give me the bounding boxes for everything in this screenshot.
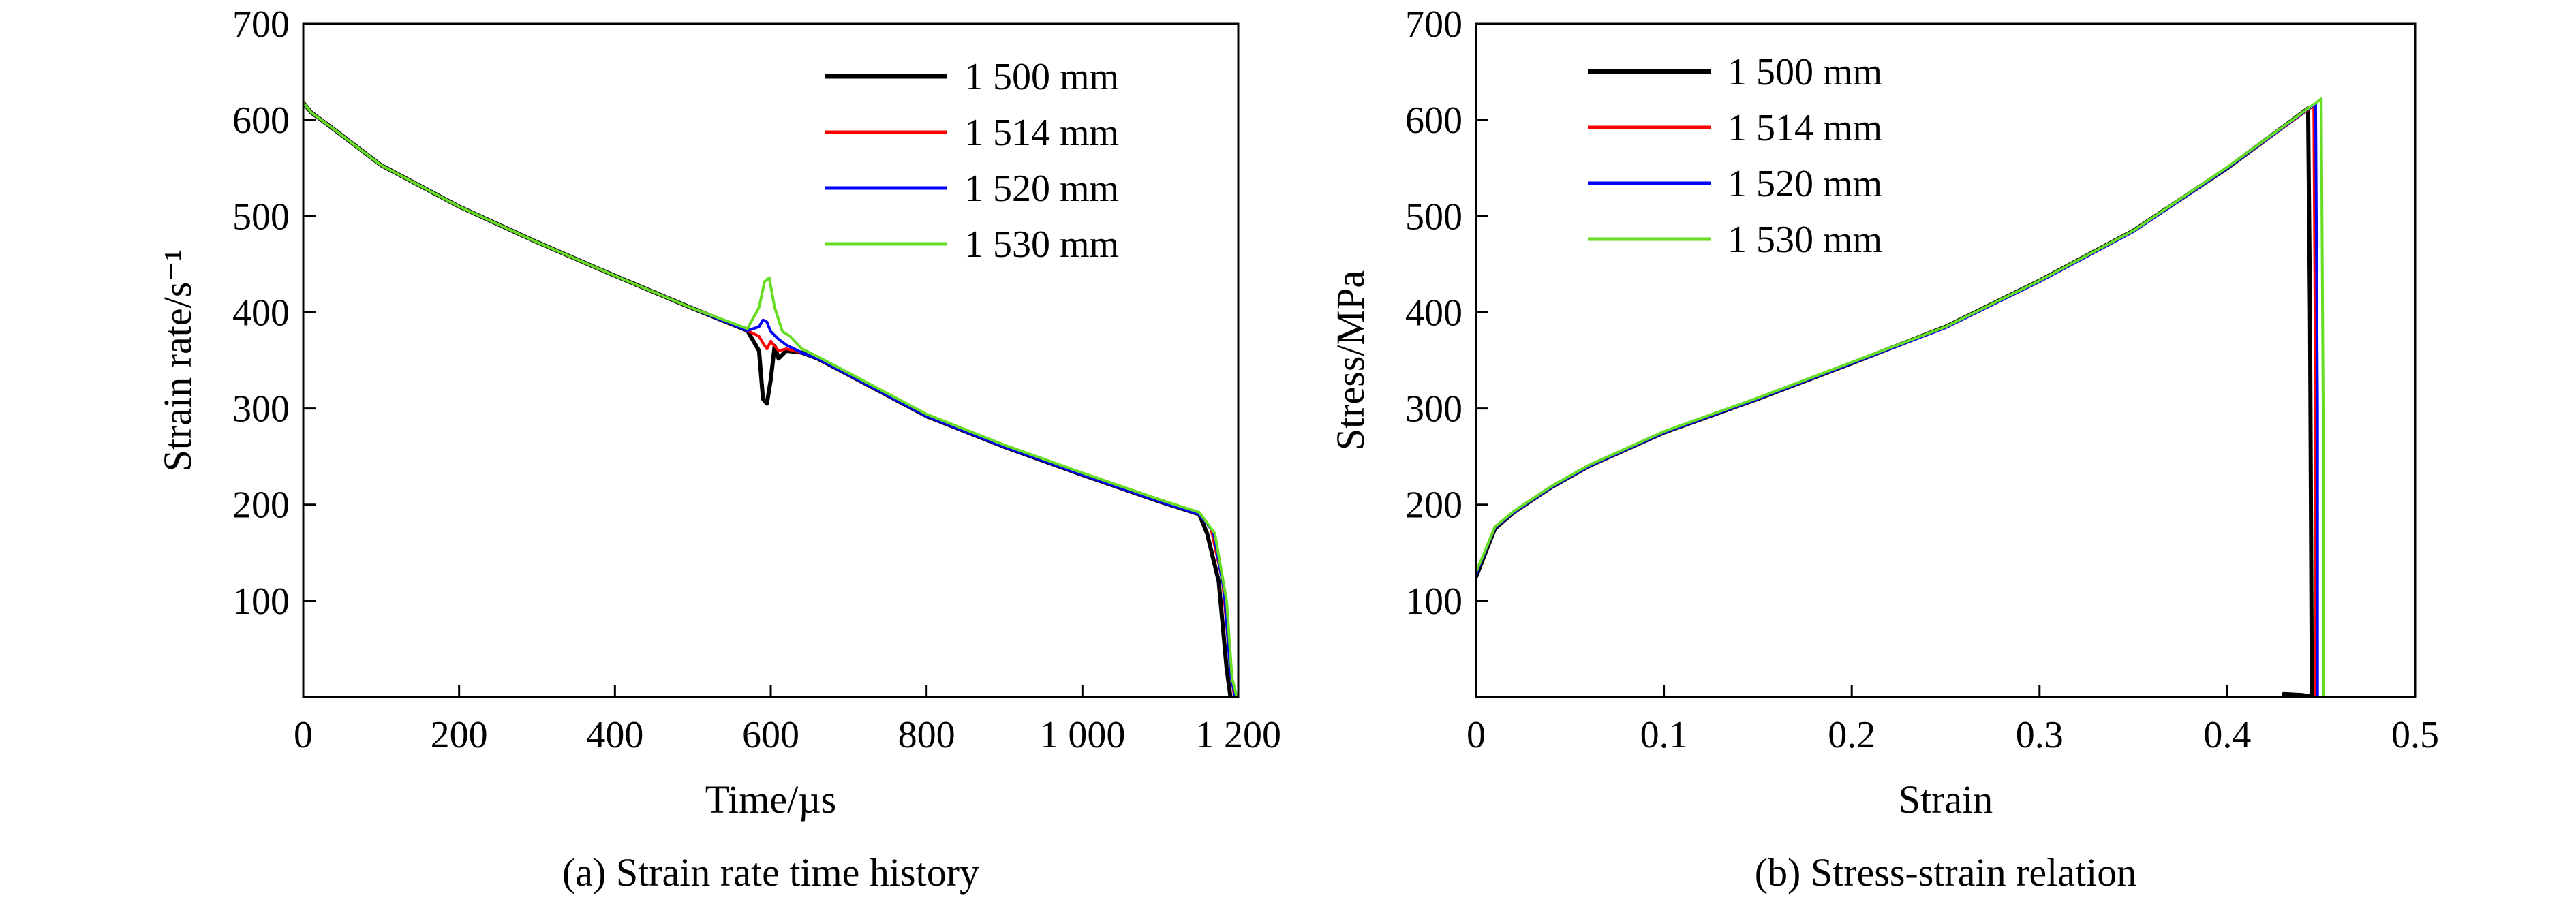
y-tick-label-a-1: 200 — [232, 484, 290, 527]
legend-label-a-0: 1 500 mm — [964, 56, 1119, 98]
x-tick-label-b-0: 0 — [1467, 714, 1486, 756]
y-tick-label-b-0: 100 — [1405, 580, 1462, 623]
series-line-a-3 — [303, 101, 1238, 697]
y-tick-label-b-3: 400 — [1405, 292, 1462, 334]
legend-a: 1 500 mm 1 514 mm 1 520 mm 1 530 mm — [825, 56, 1119, 266]
legend-label-a-3: 1 530 mm — [964, 223, 1119, 266]
y-tick-label-b-6: 700 — [1405, 3, 1462, 46]
y-tick-label-a-5: 600 — [232, 99, 290, 142]
y-tick-label-a-2: 300 — [232, 388, 290, 431]
x-tick-label-b-4: 0.4 — [2203, 714, 2251, 756]
y-tick-label-a-0: 100 — [232, 580, 290, 623]
legend-label-a-1: 1 514 mm — [964, 112, 1119, 154]
legend-label-b-0: 1 500 mm — [1728, 51, 1882, 93]
x-tick-label-b-2: 0.2 — [1828, 714, 1875, 756]
x-tick-label-a-0: 0 — [294, 714, 313, 756]
chart-caption-a: (a) Strain rate time history — [562, 850, 979, 895]
x-tick-label-a-6: 1 200 — [1195, 714, 1281, 756]
y-axis-label-b: Stress/MPa — [1328, 270, 1373, 450]
legend-b: 1 500 mm 1 514 mm 1 520 mm 1 530 mm — [1588, 51, 1882, 261]
chart-caption-b: (b) Stress-strain relation — [1755, 850, 2137, 895]
chart-panel-a: 0 200 400 600 800 1 000 1 200 100 200 300 400 500 60… — [155, 3, 1281, 895]
y-tick-label-a-4: 500 — [232, 196, 290, 238]
y-tick-label-a-3: 400 — [232, 292, 290, 334]
legend-label-b-3: 1 530 mm — [1728, 219, 1882, 261]
x-tick-label-a-1: 200 — [431, 714, 488, 756]
plot-frame-b — [1475, 22, 2417, 698]
y-tick-label-b-4: 500 — [1405, 196, 1462, 238]
x-tick-label-a-4: 800 — [898, 714, 955, 756]
legend-label-a-2: 1 520 mm — [964, 168, 1119, 210]
legend-label-b-2: 1 520 mm — [1728, 163, 1882, 205]
y-axis-label-a: Strain rate/s⁻¹ — [155, 249, 200, 472]
x-tick-label-b-5: 0.5 — [2391, 714, 2439, 756]
x-axis-label-b: Strain — [1899, 777, 1993, 822]
x-tick-label-a-2: 400 — [586, 714, 643, 756]
x-tick-label-b-3: 0.3 — [2016, 714, 2064, 756]
x-tick-label-a-3: 600 — [742, 714, 799, 756]
y-tick-label-b-5: 600 — [1405, 99, 1462, 142]
x-tick-label-a-5: 1 000 — [1039, 714, 1125, 756]
x-tick-label-b-1: 0.1 — [1640, 714, 1688, 756]
y-tick-label-b-1: 200 — [1405, 484, 1462, 527]
y-tick-label-a-6: 700 — [232, 3, 290, 46]
chart-panel-b: 0 0.1 0.2 0.3 0.4 0.5 100 200 300 400 500 600 700 Str… — [1328, 3, 2439, 895]
y-tick-label-b-2: 300 — [1405, 388, 1462, 431]
series-line-b-3 — [1476, 97, 2325, 697]
legend-label-b-1: 1 514 mm — [1728, 107, 1882, 149]
x-axis-label-a: Time/µs — [705, 777, 836, 822]
